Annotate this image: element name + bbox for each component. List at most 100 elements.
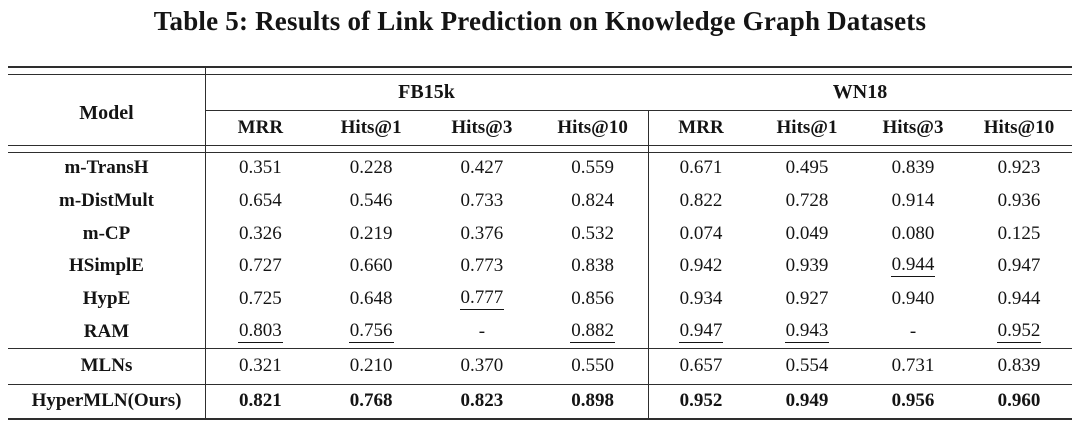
header-rule-inner bbox=[8, 151, 1072, 153]
model-cell: m-TransH bbox=[64, 157, 149, 179]
value-cell: 0.882 bbox=[537, 315, 648, 348]
value-cell: 0.495 bbox=[785, 157, 829, 179]
value-cell: 0.219 bbox=[349, 222, 393, 244]
model-divider-rule bbox=[204, 66, 206, 420]
ours-section-rule bbox=[8, 383, 1072, 385]
value-cell: 0.532 bbox=[571, 222, 614, 244]
results-table: Model FB15k WN18 MRR Hits@1 Hits@3 Hits@… bbox=[8, 66, 1072, 420]
model-column-header: Model bbox=[79, 101, 134, 124]
value-cell: 0.944 bbox=[997, 287, 1041, 309]
value-cell: 0.049 bbox=[785, 222, 829, 244]
underlined-value: 0.952 bbox=[996, 319, 1042, 343]
table-row: HypE 0.725 0.648 0.777 0.856 0.934 0.927… bbox=[8, 283, 1072, 316]
value-cell: 0.952 bbox=[966, 315, 1072, 348]
value-cell: 0.898 bbox=[571, 390, 614, 411]
col-header-wn18-hits1: Hits@1 bbox=[776, 116, 838, 138]
value-cell: 0.725 bbox=[239, 287, 282, 309]
value-cell: 0.351 bbox=[239, 157, 282, 179]
underlined-value: 0.777 bbox=[459, 287, 505, 310]
underlined-value: 0.756 bbox=[348, 319, 394, 343]
value-cell: 0.125 bbox=[997, 222, 1041, 244]
header-rule-outer bbox=[8, 144, 1072, 146]
model-cell: HyperMLN(Ours) bbox=[31, 390, 182, 411]
model-cell: RAM bbox=[83, 320, 130, 342]
group-header-fb15k: FB15k bbox=[398, 80, 455, 103]
value-cell: 0.228 bbox=[349, 157, 393, 179]
group-header-wn18: WN18 bbox=[832, 80, 888, 103]
top-rule-outer bbox=[8, 66, 1072, 68]
value-cell: 0.939 bbox=[785, 255, 829, 277]
value-cell: 0.823 bbox=[460, 390, 504, 411]
value-cell: 0.839 bbox=[997, 355, 1041, 376]
table-row-ours: HyperMLN(Ours) 0.821 0.768 0.823 0.898 0… bbox=[8, 384, 1072, 418]
value-cell: 0.773 bbox=[460, 255, 504, 277]
value-cell: 0.733 bbox=[460, 189, 504, 211]
table-row: m-CP 0.326 0.219 0.376 0.532 0.074 0.049… bbox=[8, 217, 1072, 250]
value-cell: - bbox=[478, 320, 486, 342]
value-cell: 0.856 bbox=[571, 287, 614, 309]
value-cell: 0.934 bbox=[679, 287, 723, 309]
value-cell: 0.671 bbox=[679, 157, 723, 179]
value-cell: 0.657 bbox=[679, 355, 723, 376]
value-cell: 0.947 bbox=[997, 255, 1041, 277]
value-cell: 0.768 bbox=[349, 390, 393, 411]
value-cell: - bbox=[909, 320, 917, 342]
col-header-fb15k-mrr: MRR bbox=[237, 116, 284, 138]
value-cell: 0.803 bbox=[205, 315, 316, 348]
value-cell: 0.942 bbox=[679, 255, 723, 277]
table-row: MLNs 0.321 0.210 0.370 0.550 0.657 0.554… bbox=[8, 348, 1072, 384]
col-header-fb15k-hits3: Hits@3 bbox=[451, 116, 513, 138]
col-header-fb15k-hits10: Hits@10 bbox=[557, 116, 628, 138]
value-cell: 0.550 bbox=[571, 355, 614, 376]
model-cell: m-DistMult bbox=[59, 189, 154, 211]
mlns-section-rule bbox=[8, 347, 1072, 349]
model-cell: m-CP bbox=[82, 222, 131, 244]
value-cell: 0.923 bbox=[997, 157, 1041, 179]
model-cell: MLNs bbox=[80, 355, 133, 376]
value-cell: 0.944 bbox=[860, 250, 966, 283]
value-cell: 0.952 bbox=[679, 390, 723, 411]
value-cell: 0.956 bbox=[891, 390, 935, 411]
model-cell: HypE bbox=[82, 287, 131, 309]
value-cell: 0.960 bbox=[997, 390, 1041, 411]
value-cell: 0.376 bbox=[460, 222, 504, 244]
value-cell: 0.654 bbox=[239, 189, 282, 211]
underlined-value: 0.882 bbox=[570, 319, 615, 343]
col-header-wn18-hits3: Hits@3 bbox=[882, 116, 944, 138]
col-header-wn18-mrr: MRR bbox=[678, 116, 724, 138]
value-cell: 0.943 bbox=[754, 315, 860, 348]
value-cell: 0.822 bbox=[679, 189, 723, 211]
value-cell: 0.824 bbox=[571, 189, 614, 211]
bottom-rule bbox=[8, 418, 1072, 420]
value-cell: 0.546 bbox=[349, 189, 393, 211]
value-cell: 0.727 bbox=[239, 255, 282, 277]
value-cell: 0.210 bbox=[349, 355, 393, 376]
value-cell: 0.839 bbox=[891, 157, 935, 179]
value-cell: 0.940 bbox=[891, 287, 935, 309]
value-cell: 0.427 bbox=[460, 157, 504, 179]
value-cell: 0.074 bbox=[679, 222, 723, 244]
dataset-divider-rule bbox=[647, 109, 649, 420]
value-cell: 0.821 bbox=[239, 390, 282, 411]
underlined-value: 0.803 bbox=[238, 319, 283, 343]
value-cell: 0.554 bbox=[785, 355, 829, 376]
value-cell: 0.731 bbox=[891, 355, 935, 376]
col-header-wn18-hits10: Hits@10 bbox=[983, 116, 1055, 138]
value-cell: 0.370 bbox=[460, 355, 504, 376]
group-header-rule bbox=[205, 109, 1072, 111]
table-row: m-TransH 0.351 0.228 0.427 0.559 0.671 0… bbox=[8, 152, 1072, 185]
table-row: m-DistMult 0.654 0.546 0.733 0.824 0.822… bbox=[8, 185, 1072, 218]
value-cell: 0.559 bbox=[571, 157, 614, 179]
value-cell: 0.949 bbox=[785, 390, 829, 411]
top-rule-inner bbox=[8, 73, 1072, 75]
underlined-value: 0.947 bbox=[678, 319, 724, 343]
table-caption: Table 5: Results of Link Prediction on K… bbox=[153, 6, 927, 36]
table-row: RAM 0.803 0.756 - 0.882 0.947 0.943 - 0.… bbox=[8, 315, 1072, 348]
table-row: HSimplE 0.727 0.660 0.773 0.838 0.942 0.… bbox=[8, 250, 1072, 283]
model-cell: HSimplE bbox=[69, 255, 144, 277]
value-cell: 0.080 bbox=[891, 222, 935, 244]
value-cell: 0.914 bbox=[891, 189, 935, 211]
col-header-fb15k-hits1: Hits@1 bbox=[340, 116, 402, 138]
value-cell: 0.728 bbox=[785, 189, 829, 211]
